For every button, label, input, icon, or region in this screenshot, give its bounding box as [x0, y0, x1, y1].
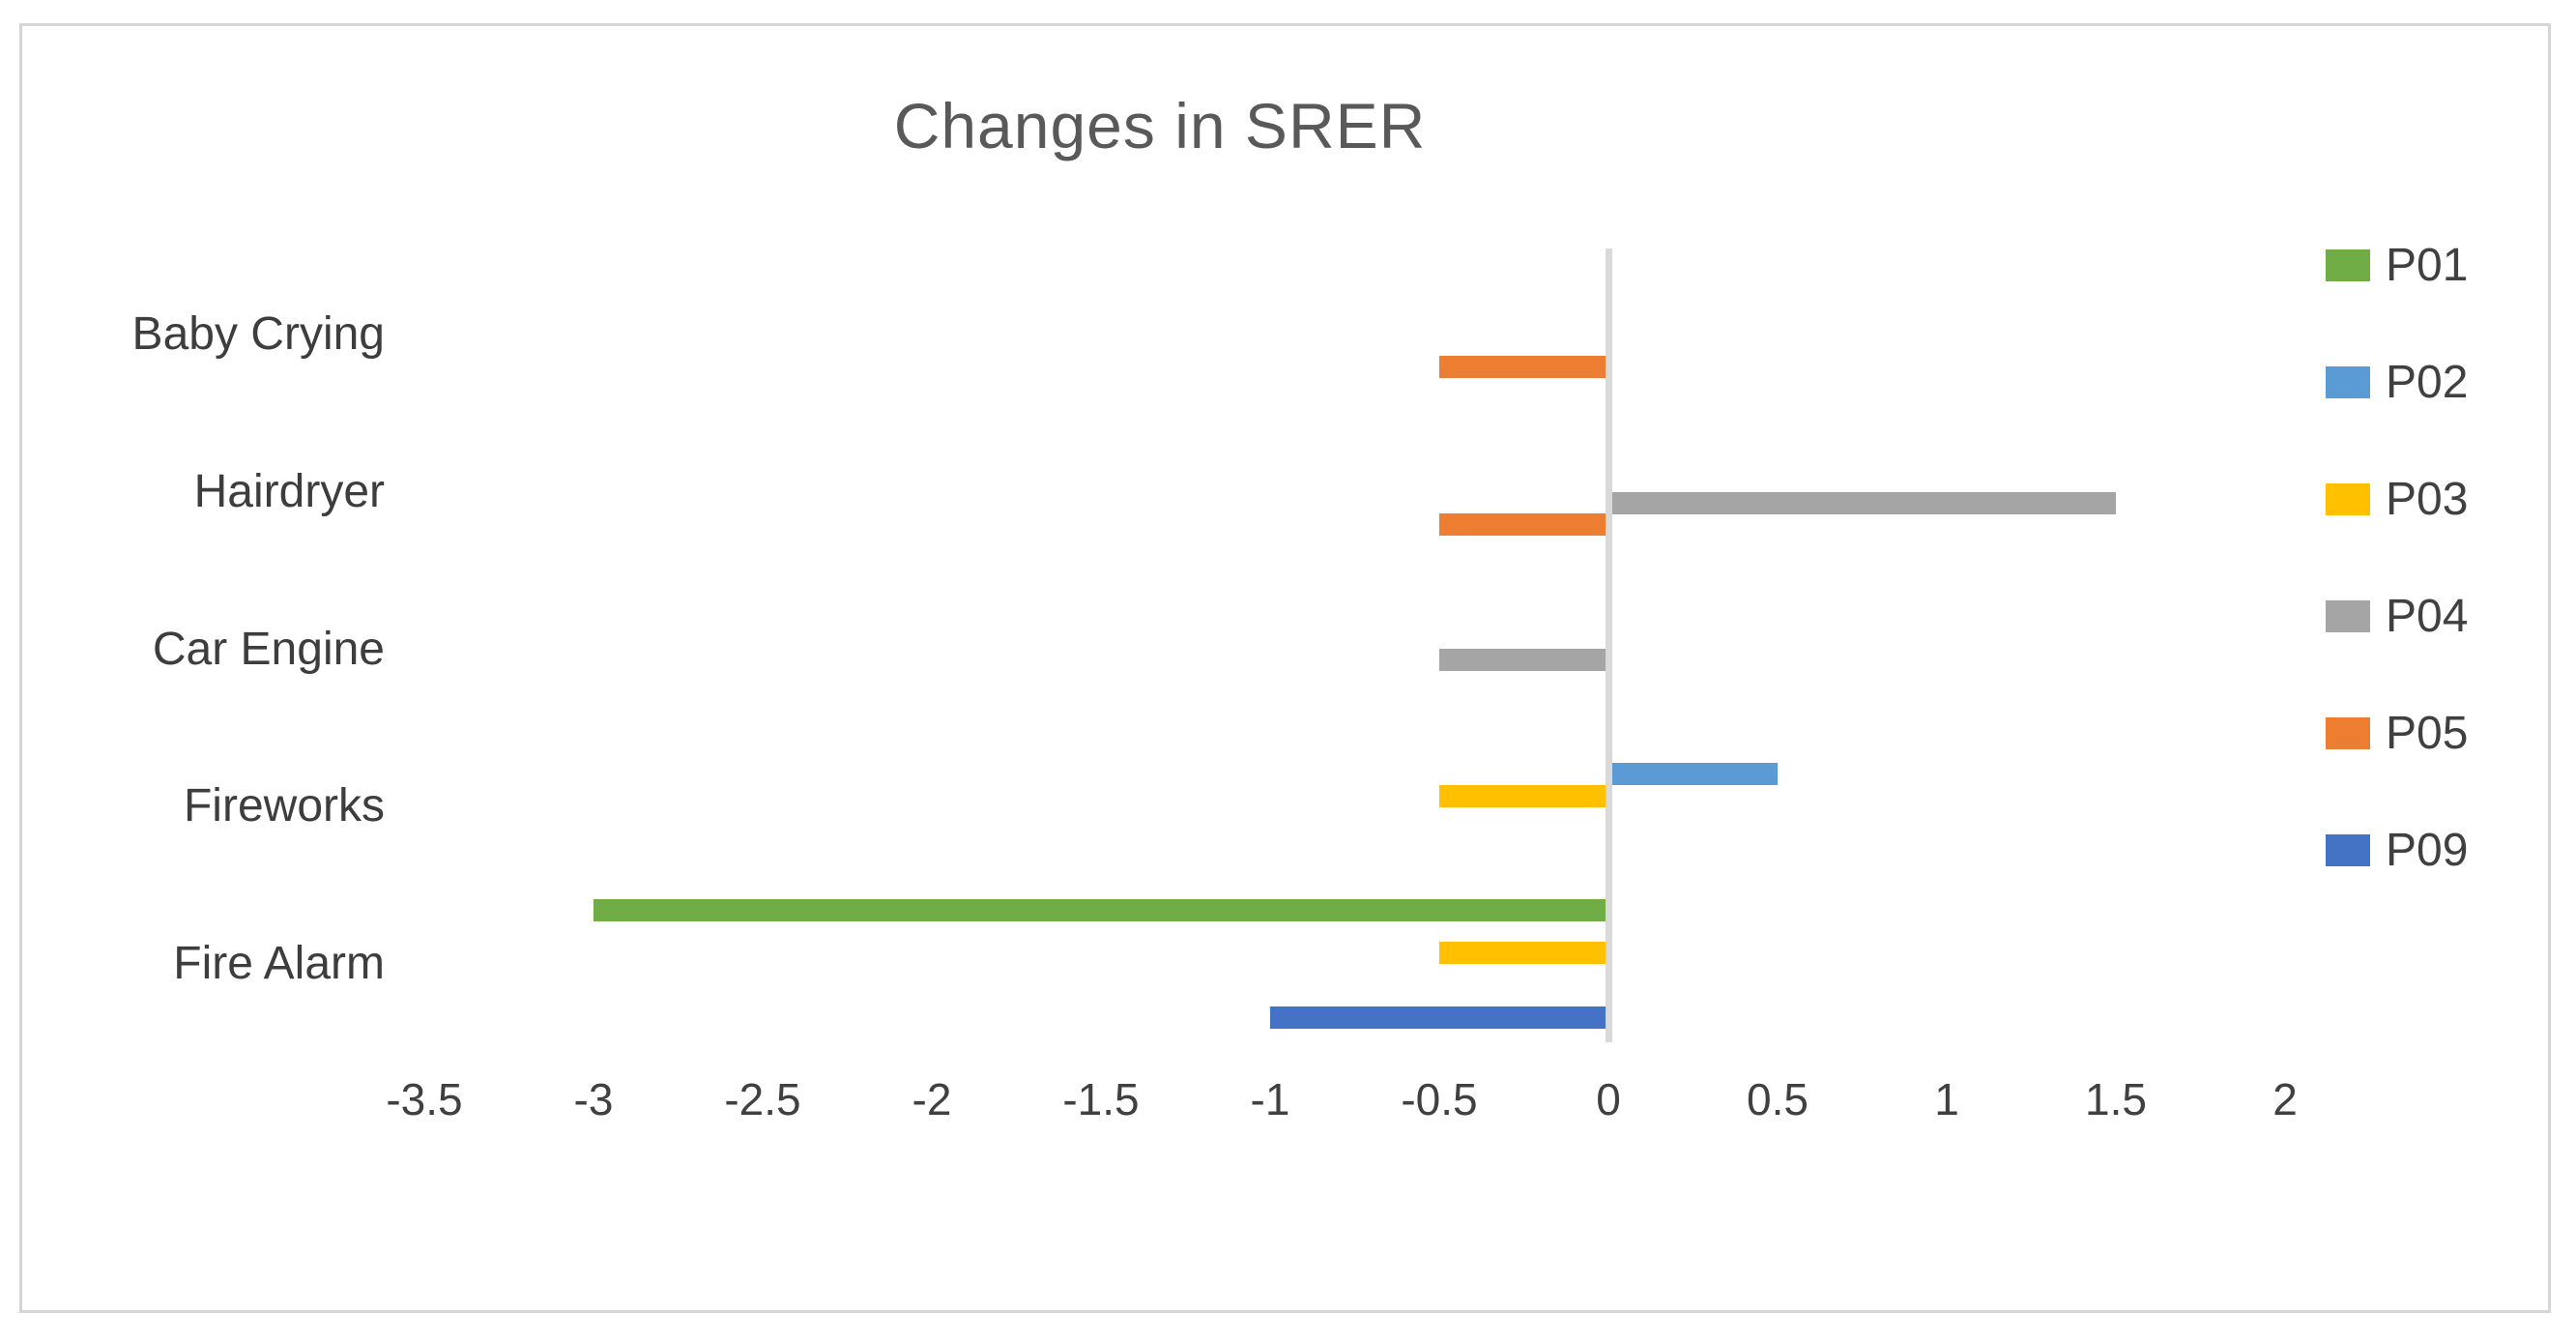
- bar-p03-fireworks: [1439, 784, 1608, 807]
- legend-swatch-p04: [2326, 599, 2370, 632]
- legend-item-p01: P01: [2326, 240, 2468, 291]
- legend-item-p05: P05: [2326, 708, 2468, 759]
- x-tick-label-0p5: 0.5: [1747, 1074, 1809, 1124]
- category-label-fire-alarm: Fire Alarm: [173, 937, 385, 989]
- x-tick-label--3: -3: [573, 1074, 614, 1124]
- legend-swatch-p09: [2326, 833, 2370, 866]
- legend-label-p01: P01: [2386, 239, 2469, 291]
- legend-label-p05: P05: [2386, 707, 2469, 759]
- legend-item-p04: P04: [2326, 591, 2468, 642]
- bar-p03-fire-alarm: [1439, 942, 1608, 965]
- bar-p05-baby-crying: [1439, 356, 1608, 379]
- x-tick-label-1p5: 1.5: [2085, 1074, 2147, 1124]
- category-label-hairdryer: Hairdryer: [193, 465, 385, 517]
- chart-frame: [19, 23, 2551, 1313]
- legend-item-p02: P02: [2326, 357, 2468, 408]
- x-tick-label-0: 0: [1596, 1074, 1621, 1124]
- legend-label-p03: P03: [2386, 473, 2469, 525]
- x-tick-label--0p5: -0.5: [1401, 1074, 1478, 1124]
- x-tick-label--1p5: -1.5: [1062, 1074, 1140, 1124]
- bar-p01-fire-alarm: [593, 898, 1608, 921]
- legend-label-p02: P02: [2386, 356, 2469, 408]
- legend: P01 P02 P03 P04 P05 P09: [2326, 240, 2567, 920]
- bar-p04-car-engine: [1439, 649, 1608, 672]
- legend-label-p09: P09: [2386, 824, 2469, 876]
- legend-swatch-p01: [2326, 248, 2370, 281]
- x-tick-label-2: 2: [2272, 1074, 2298, 1124]
- category-label-baby-crying: Baby Crying: [131, 308, 385, 361]
- x-tick-label--2: -2: [912, 1074, 952, 1124]
- x-tick-label--1: -1: [1250, 1074, 1290, 1124]
- legend-swatch-p05: [2326, 716, 2370, 749]
- x-tick-label--3p5: -3.5: [386, 1074, 463, 1124]
- legend-swatch-p02: [2326, 365, 2370, 398]
- x-tick-label-1: 1: [1934, 1074, 1959, 1124]
- bar-p09-fire-alarm: [1270, 1006, 1608, 1029]
- bar-p05-hairdryer: [1439, 512, 1608, 536]
- legend-swatch-p03: [2326, 482, 2370, 515]
- category-label-fireworks: Fireworks: [183, 780, 385, 832]
- legend-label-p04: P04: [2386, 590, 2469, 642]
- legend-item-p03: P03: [2326, 474, 2468, 525]
- legend-item-p09: P09: [2326, 825, 2468, 876]
- bar-p04-hairdryer: [1608, 491, 2116, 514]
- value-axis-zero-line: [1605, 248, 1612, 1042]
- bar-p02-fireworks: [1608, 763, 1778, 786]
- x-tick-label--2p5: -2.5: [724, 1074, 801, 1124]
- chart-title: Changes in SRER: [893, 90, 1427, 161]
- category-label-car-engine: Car Engine: [152, 623, 385, 675]
